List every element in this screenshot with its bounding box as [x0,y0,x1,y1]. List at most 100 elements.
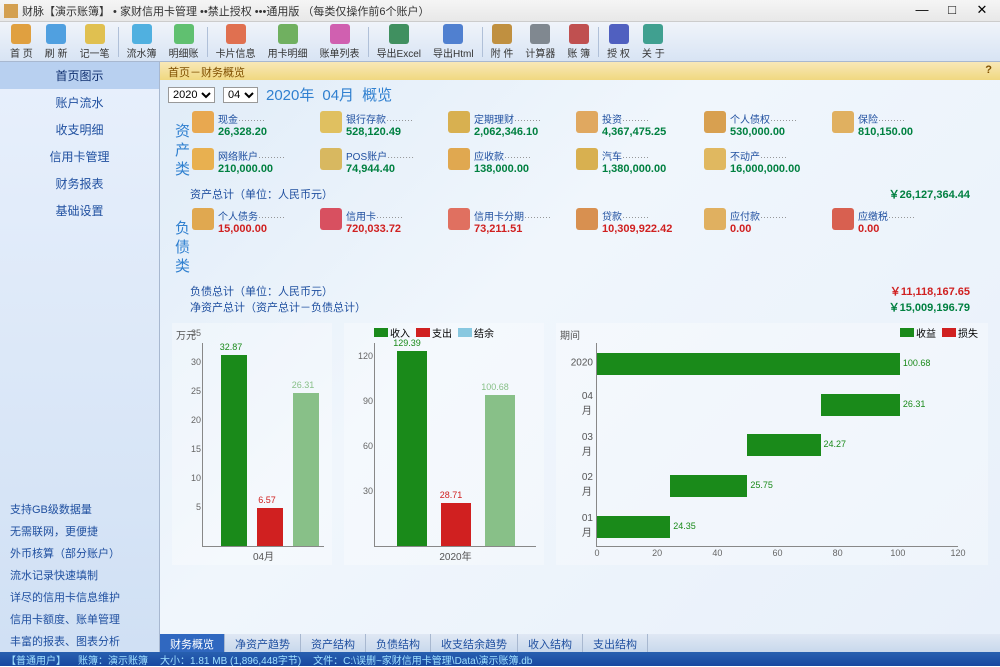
feature-item: 丰富的报表、图表分析 [0,630,159,652]
tab-收支结余趋势[interactable]: 收支结余趋势 [431,634,518,652]
assets-total: 资产总计（单位：人民币元）￥26,127,364.44 [160,182,1000,206]
account-card[interactable]: 应缴税 0.00 [832,208,952,277]
month-select[interactable]: 04 [223,87,258,103]
toolbar-icon [492,24,512,44]
overview-label: 概览 [362,84,392,105]
toolbar-账单列表[interactable]: 账单列表 [314,23,366,61]
toolbar-计算器[interactable]: 计算器 [519,23,561,61]
toolbar-刷 新[interactable]: 刷 新 [39,23,74,61]
toolbar-账 簿[interactable]: 账 簿 [561,23,596,61]
card-icon [448,208,470,230]
account-card[interactable]: 个人债权 530,000.00 [704,111,824,144]
toolbar-导出Html[interactable]: 导出Html [427,23,480,61]
account-card[interactable]: 保险 810,150.00 [832,111,952,144]
help-icon[interactable]: ? [985,64,992,78]
toolbar-icon [46,24,66,44]
card-icon [320,148,342,170]
bar: 100.68 [485,395,515,546]
account-card[interactable]: 汽车 1,380,000.00 [576,148,696,181]
nav-财务报表[interactable]: 财务报表 [0,170,159,197]
account-card[interactable]: 应付款 0.00 [704,208,824,277]
card-name: 贷款 [602,208,696,223]
toolbar-icon [530,24,550,44]
bar: 6.57 [257,508,283,546]
toolbar-授 权[interactable]: 授 权 [601,23,636,61]
card-icon [704,208,726,230]
card-icon [448,111,470,133]
account-card[interactable]: 贷款 10,309,922.42 [576,208,696,277]
tab-资产结构[interactable]: 资产结构 [301,634,366,652]
card-value: 15,000.00 [218,223,312,235]
card-icon [192,208,214,230]
account-card[interactable]: 现金 26,328.20 [192,111,312,144]
debts-total: 负债总计（单位：人民币元）￥11,118,167.65 净资产总计（资产总计－负… [160,279,1000,319]
hbar: 25.75 [670,475,747,497]
toolbar-明细账[interactable]: 明细账 [163,23,205,61]
charts-row: 万元510152025303532.876.5726.3104月 收入支出结余3… [160,319,1000,569]
year-select[interactable]: 2020 [168,87,215,103]
toolbar-icon [85,24,105,44]
tab-财务概览[interactable]: 财务概览 [160,634,225,652]
main-panel: 首页－财务概览 ? 2020 04 2020年 04月 概览 资产类 现金 26… [160,62,1000,652]
card-icon [832,208,854,230]
feature-item: 无需联网，更便捷 [0,520,159,542]
maximize-button[interactable]: □ [938,2,966,20]
breadcrumb-text: 首页－财务概览 [168,64,245,78]
account-card[interactable]: 信用卡分期 73,211.51 [448,208,568,277]
toolbar-关 于[interactable]: 关 于 [636,23,671,61]
account-card[interactable]: 不动产 16,000,000.00 [704,148,824,181]
account-card[interactable]: 个人债务 15,000.00 [192,208,312,277]
toolbar-icon [643,24,663,44]
monthly-chart: 万元510152025303532.876.5726.3104月 [172,323,332,565]
hbar: 100.68 [597,353,900,375]
toolbar-icon [132,24,152,44]
account-card[interactable]: 投资 4,367,475.25 [576,111,696,144]
card-icon [576,148,598,170]
status-user: 【普通用户】 [6,652,66,667]
bar: 129.39 [397,351,427,546]
bar: 28.71 [441,503,471,546]
toolbar-icon [278,24,298,44]
tab-净资产趋势[interactable]: 净资产趋势 [225,634,301,652]
tab-收入结构[interactable]: 收入结构 [518,634,583,652]
nav-基础设置[interactable]: 基础设置 [0,197,159,224]
account-card[interactable]: POS账户 74,944.40 [320,148,440,181]
card-name: 应付款 [730,208,824,223]
toolbar-流水簿[interactable]: 流水簿 [121,23,163,61]
card-value: 210,000.00 [218,163,312,175]
tab-支出结构[interactable]: 支出结构 [583,634,648,652]
nav-信用卡管理[interactable]: 信用卡管理 [0,143,159,170]
toolbar-附 件[interactable]: 附 件 [485,23,520,61]
close-button[interactable]: ✕ [968,2,996,20]
card-name: POS账户 [346,148,440,163]
minimize-button[interactable]: — [908,2,936,20]
nav-首页图示[interactable]: 首页图示 [0,62,159,89]
toolbar-用卡明细[interactable]: 用卡明细 [262,23,314,61]
statusbar: 【普通用户】 账簿：演示账簿 大小：1.81 MB (1,896,448字节) … [0,652,1000,666]
card-icon [704,148,726,170]
nav-收支明细[interactable]: 收支明细 [0,116,159,143]
toolbar-记一笔[interactable]: 记一笔 [74,23,116,61]
card-value: 810,150.00 [858,126,952,138]
nav-账户流水[interactable]: 账户流水 [0,89,159,116]
account-card[interactable]: 定期理财 2,062,346.10 [448,111,568,144]
waterfall-chart: 期间收益损失2020100.6804月26.3103月24.2702月25.75… [556,323,988,565]
feature-item: 支持GB级数据量 [0,498,159,520]
bar: 32.87 [221,355,247,546]
toolbar-卡片信息[interactable]: 卡片信息 [210,23,262,61]
card-value: 10,309,922.42 [602,223,696,235]
toolbar-导出Excel[interactable]: 导出Excel [371,23,427,61]
card-name: 网络账户 [218,148,312,163]
toolbar-首 页[interactable]: 首 页 [4,23,39,61]
account-card[interactable]: 网络账户 210,000.00 [192,148,312,181]
card-value: 73,211.51 [474,223,568,235]
assets-section: 资产类 现金 26,328.20 银行存款 528,120.49 定期理财 2,… [160,109,1000,182]
card-icon [448,148,470,170]
account-card[interactable]: 信用卡 720,033.72 [320,208,440,277]
card-name: 个人债务 [218,208,312,223]
account-card[interactable]: 应收款 138,000.00 [448,148,568,181]
account-card[interactable]: 银行存款 528,120.49 [320,111,440,144]
feature-item: 详尽的信用卡信息维护 [0,586,159,608]
tab-负债结构[interactable]: 负债结构 [366,634,431,652]
toolbar-icon [11,24,31,44]
